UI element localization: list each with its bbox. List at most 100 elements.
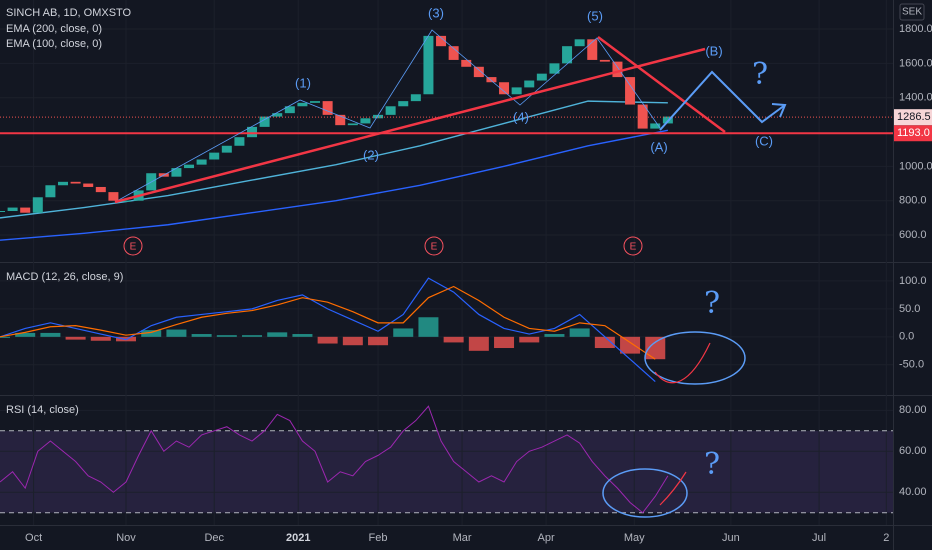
candle: [511, 87, 522, 95]
wave-label: (3): [428, 5, 444, 20]
histogram-bar: [645, 336, 666, 360]
histogram-bar: [569, 328, 590, 337]
candle: [398, 101, 409, 107]
histogram-bar: [418, 317, 439, 337]
earnings-marker: [623, 236, 643, 256]
candle: [436, 35, 447, 47]
level-label: 1193.0: [897, 127, 930, 139]
x-tick-label: 2021: [286, 532, 310, 544]
currency: SEK: [902, 7, 922, 18]
sketch: [659, 471, 687, 506]
candle: [637, 104, 648, 129]
macd-line: [0, 285, 656, 360]
wave-path: [114, 29, 661, 203]
y-tick-label: 1600.0: [899, 57, 932, 69]
histogram-bar: [90, 336, 111, 341]
candle: [562, 46, 573, 64]
rsi-band: [0, 430, 893, 513]
earnings-label: E: [130, 242, 137, 253]
candle: [32, 197, 43, 213]
histogram-bar: [40, 332, 61, 337]
histogram-bar: [65, 336, 86, 340]
histogram-bar: [292, 334, 313, 337]
candle: [499, 82, 510, 95]
histogram-bar: [0, 336, 10, 338]
histogram-bar: [267, 332, 288, 337]
wave-label: (B): [705, 43, 722, 58]
earnings-label: E: [431, 242, 438, 253]
candle: [196, 159, 207, 165]
candle: [209, 152, 220, 160]
wave-label: (1): [295, 75, 311, 90]
candle: [221, 145, 232, 153]
candle: [272, 113, 283, 117]
plot: [0, 35, 893, 514]
y-tick-label: 40.00: [899, 486, 927, 498]
candle: [360, 118, 371, 124]
histogram-bar: [242, 335, 263, 337]
candle: [108, 192, 119, 201]
candle: [70, 181, 81, 184]
x-tick-label: Jun: [722, 532, 740, 544]
projection: [659, 70, 786, 131]
y-tick-label: 1800.0: [899, 23, 932, 35]
y-tick-label: 600.0: [899, 229, 927, 241]
y-tick-label: -50.0: [899, 359, 924, 371]
symbol-title: SINCH AB, 1D, OMXSTO: [6, 7, 132, 19]
candle: [448, 46, 459, 60]
candle: [95, 186, 106, 193]
candle: [385, 106, 396, 115]
candle: [612, 61, 623, 78]
candle: [587, 39, 598, 60]
candle: [650, 123, 661, 129]
ema-line: [0, 100, 668, 219]
ema-line: [0, 129, 668, 241]
currency-box: [899, 3, 925, 21]
candle: [322, 101, 333, 115]
rsi-background: [0, 430, 893, 513]
histogram-bar: [544, 334, 565, 337]
candle: [524, 80, 535, 88]
histogram-bar: [191, 334, 212, 337]
wave-label: (2): [363, 147, 379, 162]
histogram-bar: [342, 336, 363, 346]
candle: [599, 59, 610, 62]
candle: [310, 101, 321, 103]
histogram-bar: [317, 336, 338, 344]
histogram-bar: [15, 332, 36, 337]
price-tag: [894, 109, 932, 126]
candle: [184, 164, 195, 169]
histogram-bar: [594, 336, 615, 349]
price-label: 1286.5: [897, 111, 931, 123]
candle: [549, 63, 560, 74]
histogram-bar: [368, 336, 389, 346]
y-tick-label: 1000.0: [899, 160, 932, 172]
candle: [335, 114, 346, 126]
x-tick-label: Nov: [116, 532, 136, 544]
question-mark: ?: [704, 447, 720, 482]
candle: [121, 200, 132, 202]
level-tag: [894, 125, 932, 142]
candle: [486, 77, 497, 83]
x-tick-label: Feb: [369, 532, 388, 544]
histogram-bar: [519, 336, 540, 343]
y-tick-label: 0.0: [899, 331, 914, 343]
wave-label: (C): [755, 133, 773, 148]
candle: [234, 137, 245, 146]
y-tick-label: 100.0: [899, 275, 927, 287]
candle: [7, 207, 18, 212]
sketch: [654, 342, 711, 384]
candle: [247, 126, 258, 138]
histogram-bar: [494, 336, 515, 349]
rsi-line: [0, 405, 669, 514]
y-tick-label: 1400.0: [899, 92, 932, 104]
y-tick-label: 80.00: [899, 404, 927, 416]
candle: [0, 211, 5, 213]
indicator-label: EMA (100, close, 0): [6, 38, 102, 50]
histogram-bar: [620, 336, 641, 354]
indicator-label: RSI (14, close): [6, 404, 79, 416]
indicator-label: EMA (200, close, 0): [6, 23, 102, 35]
candle: [625, 77, 636, 105]
